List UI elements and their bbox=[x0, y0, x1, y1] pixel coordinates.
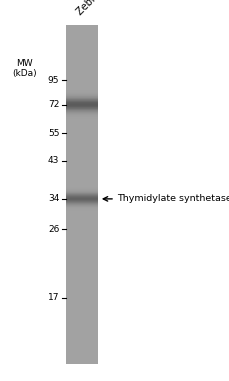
Bar bbox=[65, 119, 97, 120]
Bar bbox=[65, 86, 97, 87]
Text: 17: 17 bbox=[48, 293, 59, 303]
Bar bbox=[65, 96, 97, 97]
Bar bbox=[65, 82, 97, 83]
Text: 95: 95 bbox=[48, 75, 59, 85]
Bar bbox=[65, 93, 97, 94]
Bar bbox=[65, 88, 97, 89]
Bar bbox=[65, 112, 97, 113]
Bar bbox=[65, 98, 97, 99]
Bar bbox=[65, 125, 97, 126]
Bar bbox=[65, 100, 97, 101]
Bar bbox=[65, 113, 97, 114]
Text: 72: 72 bbox=[48, 100, 59, 109]
Text: 43: 43 bbox=[48, 156, 59, 165]
Bar bbox=[65, 127, 97, 128]
Bar bbox=[65, 117, 97, 118]
Bar bbox=[65, 97, 97, 98]
Text: Thymidylate synthetase: Thymidylate synthetase bbox=[117, 194, 229, 203]
Bar bbox=[65, 95, 97, 96]
Bar bbox=[65, 85, 97, 86]
Bar bbox=[65, 92, 97, 93]
Bar bbox=[65, 126, 97, 127]
Bar bbox=[65, 115, 97, 116]
Bar bbox=[65, 114, 97, 115]
Text: MW
(kDa): MW (kDa) bbox=[12, 59, 36, 78]
Bar bbox=[65, 106, 97, 107]
Bar bbox=[65, 120, 97, 121]
Bar bbox=[65, 94, 97, 95]
Bar bbox=[65, 84, 97, 85]
Bar bbox=[65, 83, 97, 84]
Bar bbox=[65, 105, 97, 106]
Bar bbox=[65, 101, 97, 102]
Bar bbox=[65, 110, 97, 111]
Bar bbox=[65, 102, 97, 103]
Bar bbox=[65, 104, 97, 105]
Bar bbox=[65, 121, 97, 122]
Bar bbox=[65, 99, 97, 100]
Text: Zebrafish eye: Zebrafish eye bbox=[74, 0, 129, 17]
Text: 55: 55 bbox=[48, 129, 59, 138]
Bar bbox=[65, 116, 97, 117]
Bar bbox=[65, 89, 97, 90]
Bar bbox=[65, 124, 97, 125]
Text: 34: 34 bbox=[48, 194, 59, 203]
Bar bbox=[65, 122, 97, 123]
Bar bbox=[65, 109, 97, 110]
Bar bbox=[65, 90, 97, 91]
Bar bbox=[65, 103, 97, 104]
Bar bbox=[65, 111, 97, 112]
Bar bbox=[65, 25, 97, 364]
Bar bbox=[65, 107, 97, 108]
Text: 26: 26 bbox=[48, 225, 59, 234]
Bar bbox=[65, 87, 97, 88]
Bar bbox=[65, 91, 97, 92]
Bar bbox=[65, 123, 97, 124]
Bar bbox=[65, 118, 97, 119]
Bar bbox=[65, 108, 97, 109]
